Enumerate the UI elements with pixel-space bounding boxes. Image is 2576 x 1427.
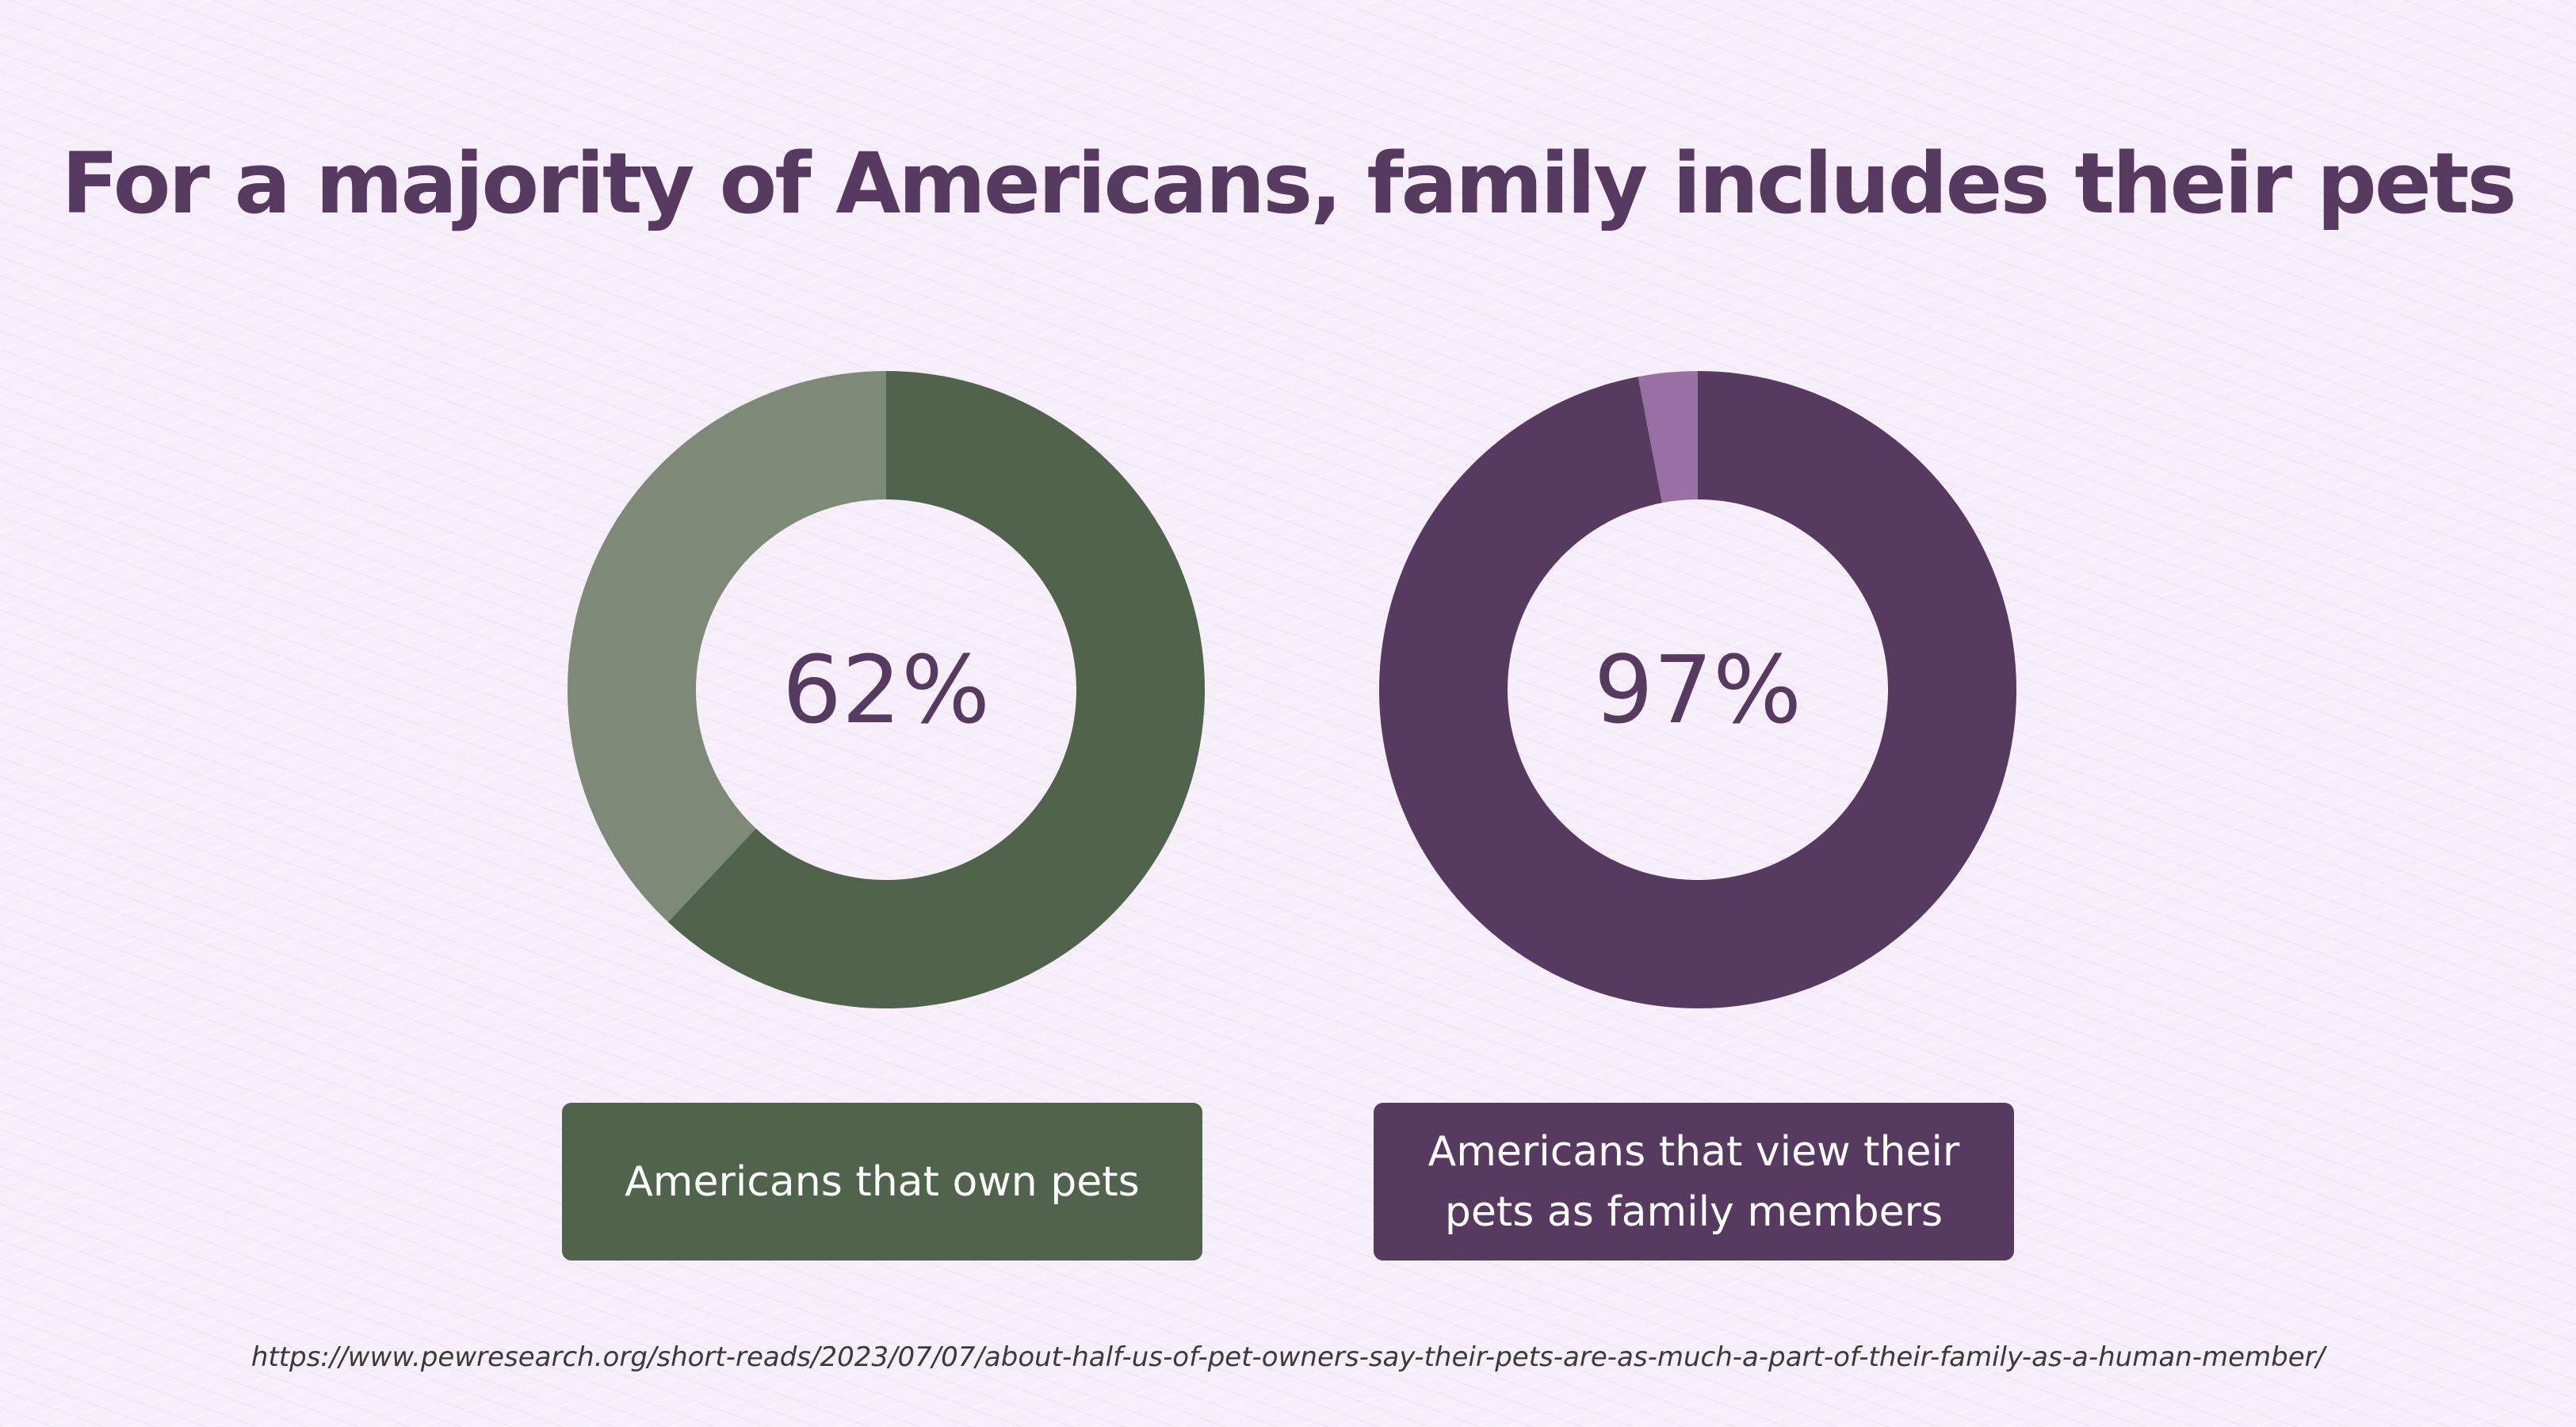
center-value-label: 62% [782, 635, 990, 744]
donut-slices [1379, 371, 2016, 1008]
source-url: https://www.pewresearch.org/short-reads/… [250, 1341, 2326, 1373]
center-value-label: 97% [1594, 635, 1802, 744]
donut-slice-primary [667, 371, 1205, 1009]
donut-slice-primary [1379, 371, 2016, 1008]
caption-pets-as-family: Americans that view their pets as family… [1374, 1103, 2014, 1261]
donut-chart-pets-as-family-svg: 97% [1379, 371, 2016, 1008]
donut-slice-remainder [1638, 371, 1698, 503]
chart-title: For a majority of Americans, family incl… [61, 135, 2517, 232]
donut-slices [568, 371, 1205, 1009]
caption-pets-as-family-text: Americans that view their pets as family… [1428, 1127, 1960, 1236]
donut-chart-pet-owners: 62% [564, 368, 1208, 1012]
donut-chart-pet-owners-svg: 62% [568, 371, 1205, 1009]
donut-chart-pets-as-family: 97% [1376, 368, 2020, 1012]
donut-slice-remainder [568, 371, 886, 923]
caption-pet-owners-text: Americans that own pets [625, 1157, 1140, 1206]
caption-pet-owners: Americans that own pets [562, 1103, 1202, 1261]
